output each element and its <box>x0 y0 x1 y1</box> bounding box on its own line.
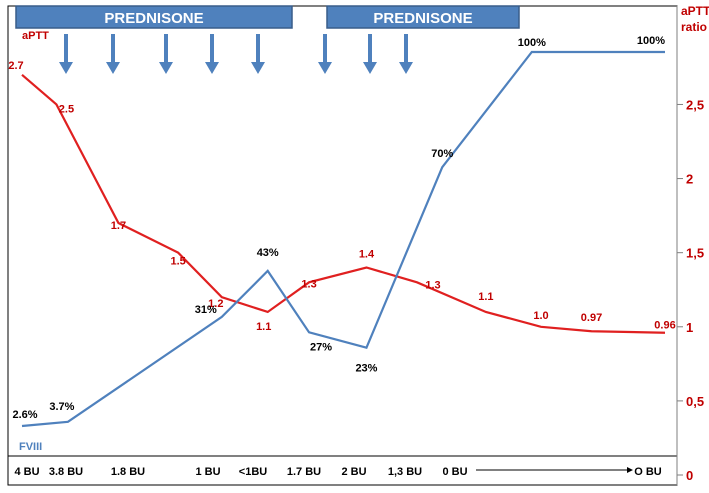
plot-frame <box>7 5 678 486</box>
fviii-data-label: 43% <box>257 247 279 259</box>
x-axis-label: 1.8 BU <box>111 466 145 478</box>
x-axis-label: 1.7 BU <box>287 466 321 478</box>
prednisone-arrow-head <box>399 62 413 74</box>
fviii-data-label: 23% <box>355 363 377 375</box>
aptt-data-label: 1.3 <box>301 278 316 290</box>
prednisone-arrow-head <box>159 62 173 74</box>
x-axis-label: 3.8 BU <box>49 466 83 478</box>
fviii-data-label: 2.6% <box>12 409 37 421</box>
banner-box <box>15 5 293 29</box>
right-axis-tick-label: 2,5 <box>686 97 704 112</box>
right-axis-tick-label: 0 <box>686 468 693 483</box>
right-axis-tick-label: 1,5 <box>686 246 704 261</box>
x-axis-label: 1,3 BU <box>388 466 422 478</box>
fviii-data-label: 27% <box>310 341 332 353</box>
aptt-data-label: 1.7 <box>111 220 126 232</box>
fviii-series-line <box>21 50 665 428</box>
aptt-series-line <box>21 73 666 334</box>
fviii-data-label: 100% <box>637 35 665 47</box>
prednisone-arrow-head <box>318 62 332 74</box>
aptt-data-label: 1.4 <box>359 249 375 261</box>
fviii-data-label: 3.7% <box>49 401 74 413</box>
aptt-data-label: 1.2 <box>208 298 223 310</box>
x-axis-label: 1 BU <box>195 466 220 478</box>
aptt-series-label: aPTT <box>22 30 49 42</box>
prednisone-arrow-head <box>106 62 120 74</box>
right-axis-tick-label: 2 <box>686 172 693 187</box>
aptt-data-label: 1.1 <box>478 291 493 303</box>
banner-label: PREDNISONE <box>104 10 203 27</box>
prednisone-arrow-head <box>59 62 73 74</box>
prednisone-arrow-head <box>205 62 219 74</box>
right-axis-title-line-2: ratio <box>681 20 707 34</box>
prednisone-banner-1: PREDNISONE <box>15 5 293 29</box>
aptt-data-label: 0.96 <box>654 320 675 332</box>
x-axis-label: <1BU <box>239 466 267 478</box>
prednisone-arrow-head <box>251 62 265 74</box>
aptt-data-label: 1.5 <box>171 256 186 268</box>
x-axis-arrow-head <box>627 467 633 473</box>
banner-box <box>326 5 520 29</box>
right-axis-tick-label: 0,5 <box>686 394 704 409</box>
x-axis-label: O BU <box>634 466 662 478</box>
prednisone-arrow-head <box>363 62 377 74</box>
fviii-data-label: 31% <box>195 304 217 316</box>
right-axis-tick-label: 1 <box>686 320 693 335</box>
aptt-data-label: 1.0 <box>533 310 548 322</box>
aptt-data-label: 1.1 <box>256 321 271 333</box>
aptt-data-label: 1.3 <box>425 279 440 291</box>
prednisone-banner-2: PREDNISONE <box>326 5 520 29</box>
banner-label: PREDNISONE <box>373 10 472 27</box>
x-axis-label: 4 BU <box>14 466 39 478</box>
x-axis-label: 0 BU <box>442 466 467 478</box>
dynamic-layer: 0 0,5 1 1,5 2 2,5 2.7 2.5 1.7 1.5 1.2 1.1 1.3 1.4 1.3 1… <box>8 34 704 483</box>
x-axis-label: 2 BU <box>341 466 366 478</box>
aptt-data-label: 0.97 <box>581 312 602 324</box>
fviii-series-label: FVIII <box>19 441 42 453</box>
aptt-data-label: 2.5 <box>59 103 74 115</box>
right-axis-title-line-1: aPTT <box>681 4 709 18</box>
fviii-data-label: 100% <box>518 37 546 49</box>
aptt-data-label: 2.7 <box>8 60 23 72</box>
fviii-data-label: 70% <box>431 148 453 160</box>
